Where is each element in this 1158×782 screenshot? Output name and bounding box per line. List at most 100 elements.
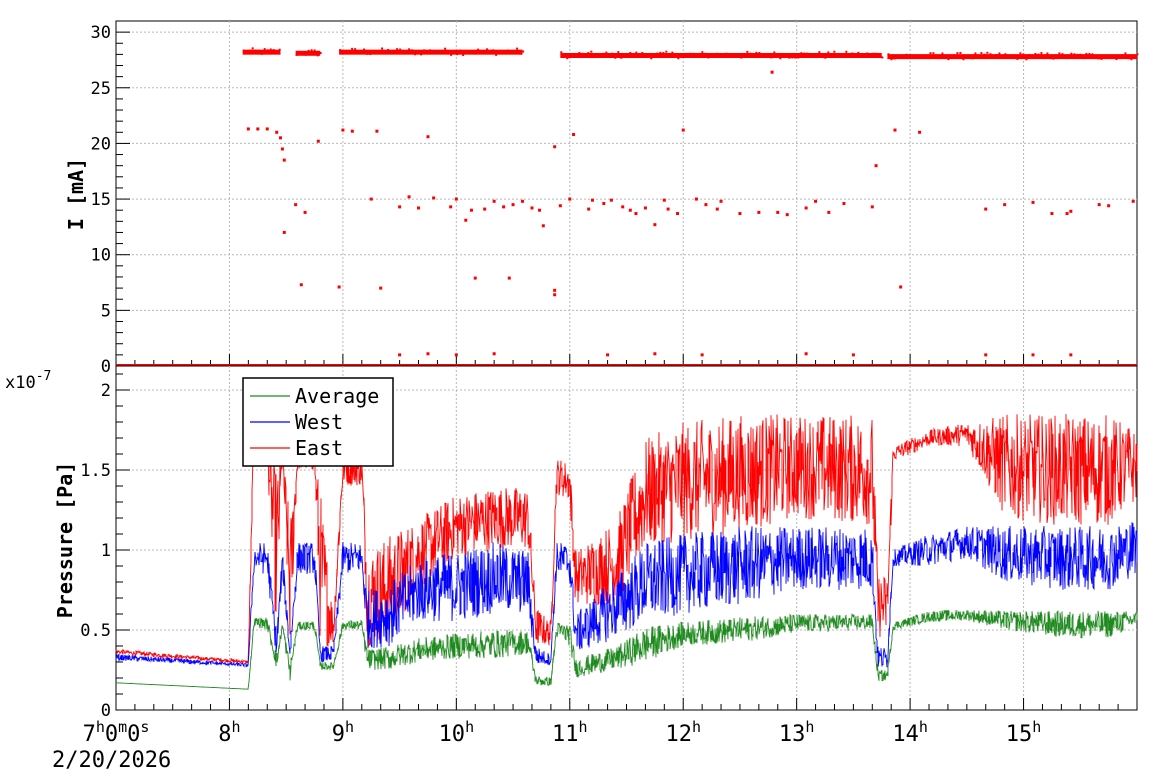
current-data-point [980,52,983,55]
current-data-point [797,56,800,59]
current-data-point [375,51,378,54]
current-data-point [764,54,767,57]
current-data-point [1031,200,1035,204]
current-data-point [1004,53,1007,56]
current-data-point [1070,52,1073,55]
current-data-point [770,56,773,59]
current-data-point [390,52,393,55]
current-data-point [911,54,914,57]
current-data-point [700,353,704,357]
current-data-point [860,55,863,58]
current-data-point [363,48,366,51]
current-data-point [1094,56,1097,59]
current-data-point [785,54,788,57]
current-y-axis-title: I [mA] [64,158,88,230]
current-data-point [872,52,875,55]
current-data-point [278,136,282,140]
pressure-series-average [116,609,1138,690]
current-data-point [275,51,278,54]
current-data-point [971,57,974,60]
current-data-point [608,53,611,56]
current-data-point [881,56,884,59]
current-data-point [587,52,590,55]
current-data-point [596,56,599,59]
current-data-point [1121,54,1124,57]
current-data-point [1061,53,1064,56]
current-data-point [902,56,905,59]
current-data-point [538,208,542,212]
current-data-point [560,51,563,54]
current-data-point [465,52,468,55]
current-data-point [366,52,369,55]
current-data-point [1050,212,1054,216]
current-data-point [694,197,698,201]
current-data-point [248,49,251,52]
current-data-point [495,53,498,56]
current-data-point [1133,56,1136,59]
current-data-point [303,210,307,214]
current-data-point [521,199,525,203]
current-data-point [614,56,617,59]
current-data-point [676,212,680,216]
current-data-point [1067,56,1070,59]
current-data-point [464,218,468,222]
current-data-point [483,207,487,211]
x-tick-label: 13h [779,718,815,747]
current-data-point [1016,57,1019,60]
current-data-point [1103,56,1106,59]
current-data-point [806,52,809,55]
current-data-point [956,52,959,55]
current-data-point [1040,52,1043,55]
current-data-point [1019,52,1022,55]
current-data-point [584,55,587,58]
current-data-point [504,50,507,53]
current-data-point [590,50,593,53]
current-data-point [256,127,260,131]
current-data-point [339,49,342,52]
current-data-point [626,54,629,57]
current-data-point [606,353,610,357]
current-data-point [926,56,929,59]
x-tick-label: 12h [665,718,701,747]
current-data-point [656,52,659,55]
current-data-band [887,54,1137,60]
current-data-point [450,53,453,56]
current-data-point [632,55,635,58]
current-data-point [842,53,845,56]
current-data-point [984,207,988,211]
current-data-point [689,52,692,55]
current-data-point [1112,55,1115,58]
current-data-point [803,52,806,55]
current-data-point [804,352,808,356]
current-data-point [929,52,932,55]
current-data-point [776,55,779,58]
current-data-point [995,53,998,56]
current-data-point [381,47,384,50]
current-data-point [473,276,477,280]
current-data-point [1136,53,1139,56]
x-tick-label: 15h [1006,718,1042,747]
current-data-point [454,353,458,357]
current-data-point [713,55,716,58]
pressure-y-tick-label: 2 [101,381,111,401]
current-data-point [623,55,626,58]
current-data-point [827,51,830,54]
current-data-point [251,47,254,50]
current-data-point [1069,209,1073,213]
current-data-point [728,54,731,57]
current-data-point [405,50,408,53]
current-data-point [301,53,304,56]
current-data-point [387,48,390,51]
current-data-point [899,55,902,58]
current-data-point [316,54,319,57]
current-data-point [740,56,743,59]
current-data-point [307,49,310,52]
current-data-point [468,52,471,55]
current-data-point [752,53,755,56]
current-data-point [731,54,734,57]
current-data-point [992,55,995,58]
current-data-point [938,55,941,58]
pressure-y-multiplier: x10-7 [5,369,51,393]
current-data-point [313,49,316,52]
